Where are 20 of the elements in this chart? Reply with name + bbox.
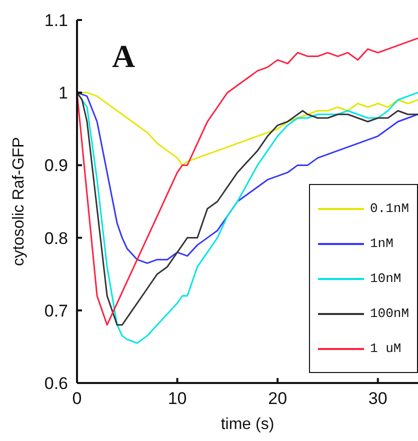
x-tick-label: 10 bbox=[168, 389, 187, 408]
legend-label: 100nM bbox=[370, 305, 409, 323]
x-axis-title: time (s) bbox=[220, 416, 274, 433]
y-tick-label: 1 bbox=[58, 84, 68, 103]
y-tick-label: 0.9 bbox=[44, 156, 68, 176]
legend-label: 1nM bbox=[370, 235, 394, 253]
y-axis-title: cytosolic Raf-GFP bbox=[10, 137, 28, 266]
x-tick-label: 20 bbox=[268, 389, 288, 408]
x-tick-label: 0 bbox=[72, 389, 82, 408]
legend-label: 1 uM bbox=[370, 340, 402, 358]
legend-label: 10nM bbox=[370, 270, 402, 288]
legend-label: 0.1nM bbox=[370, 200, 409, 218]
y-tick-label: 1.1 bbox=[44, 11, 68, 30]
x-tick-label: 30 bbox=[368, 389, 388, 408]
y-tick-label: 0.7 bbox=[44, 301, 68, 320]
annotation: A bbox=[112, 38, 136, 75]
y-tick-label: 0.6 bbox=[44, 374, 68, 394]
y-tick-label: 0.8 bbox=[44, 228, 68, 248]
line-series bbox=[77, 92, 418, 264]
line-series bbox=[77, 37, 418, 326]
